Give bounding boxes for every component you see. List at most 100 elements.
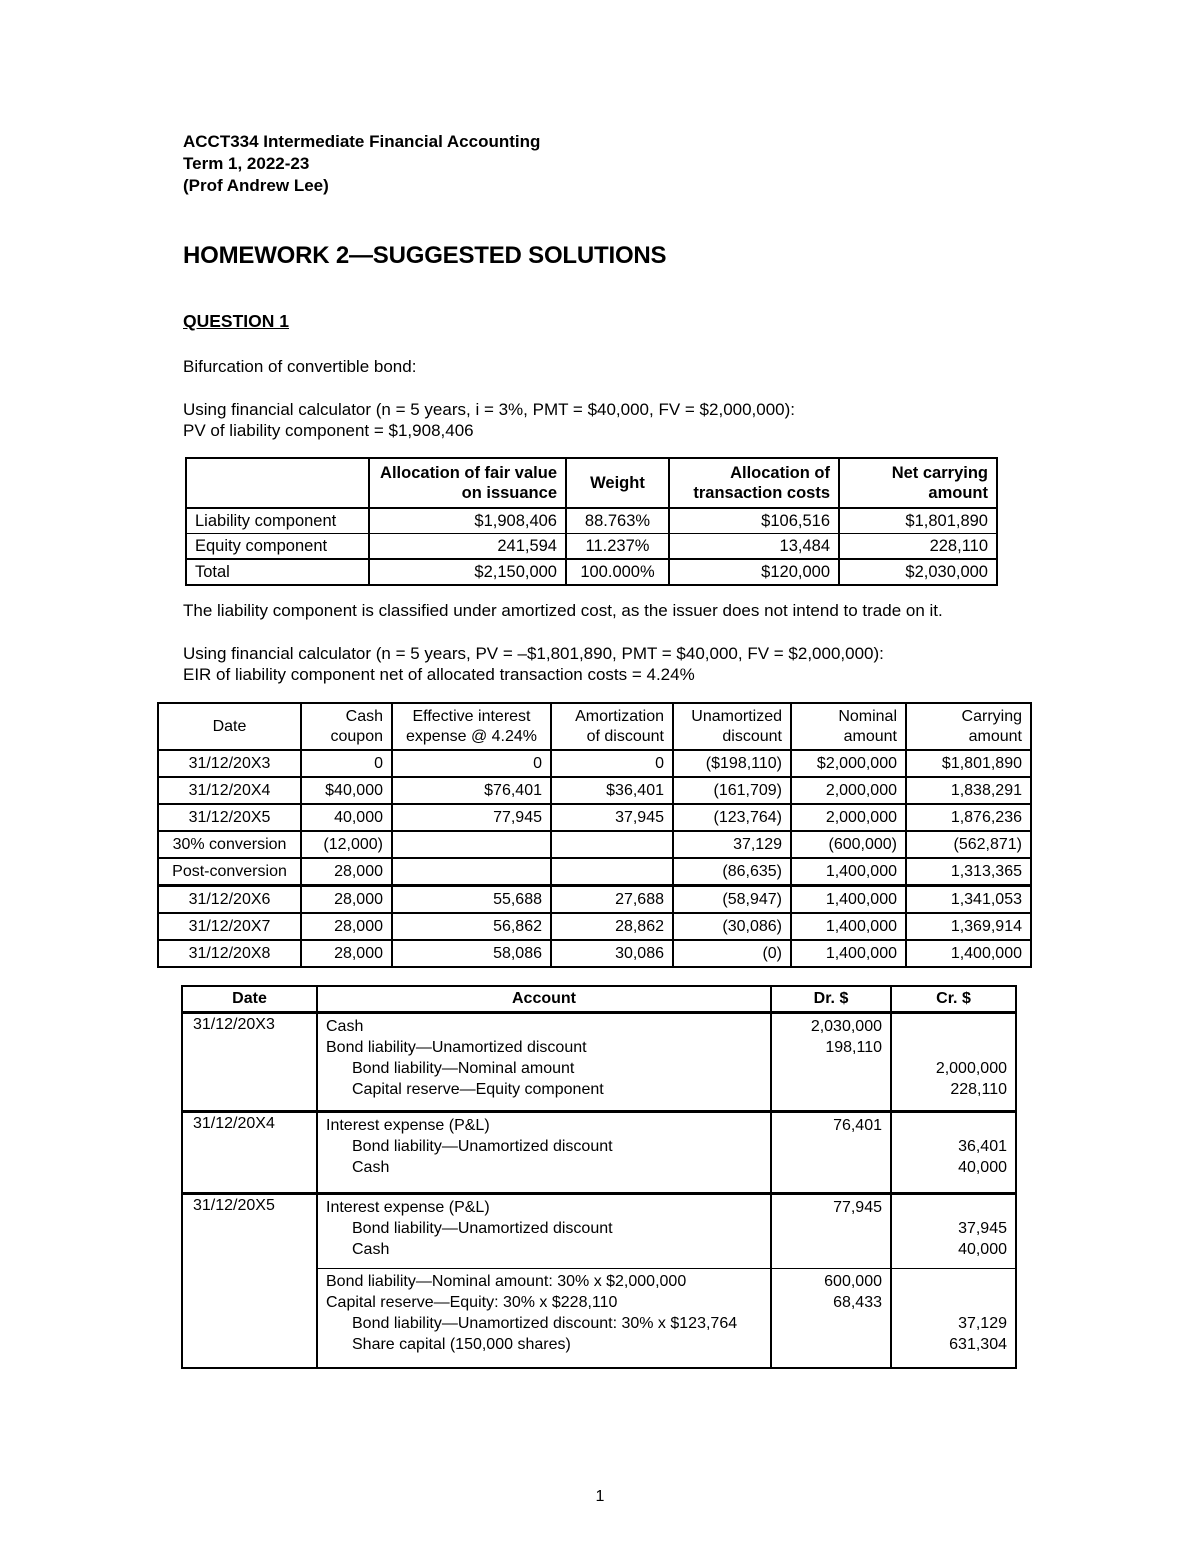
carrying-cell: 1,313,365 [905,858,1031,886]
credit-amount [900,1271,1007,1292]
date-cell: Post-conversion [157,858,301,886]
amortization-cell: 30,086 [550,940,673,967]
journal-header-account: Account [316,986,771,1013]
account-line: Bond liability—Nominal amount: 30% x $2,… [326,1273,687,1290]
calculation-1: Using financial calculator (n = 5 years,… [183,399,795,441]
amortization-row-conversion: 30% conversion (12,000) 37,129 (600,000)… [157,831,1031,858]
amort-header-carrying: Carrying amount [905,703,1031,750]
debit-amount: 68,433 [833,1294,882,1311]
account-line: Bond liability—Unamortized discount [352,1220,613,1237]
account-line: Bond liability—Unamortized discount [326,1039,587,1056]
amortization-cell: 28,862 [550,913,673,940]
allocation-header-net-carrying: Net carrying amount [838,458,997,508]
debit-amount: 2,030,000 [810,1018,882,1035]
date-cell: 30% conversion [157,831,301,858]
homework-title: HOMEWORK 2—SUGGESTED SOLUTIONS [183,242,667,269]
transaction-costs-cell: $106,516 [668,508,839,534]
journal-entry-issuance: 31/12/20X3 Cash Bond liability—Unamortiz… [181,1012,1016,1112]
debit-amount [780,1218,882,1239]
amortization-cell: $36,401 [550,777,673,804]
nominal-cell: 1,400,000 [790,885,906,913]
journal-debit-cell: 77,945 [770,1193,891,1269]
cash-coupon-cell: 0 [300,750,392,777]
effective-interest-cell: $76,401 [391,777,551,804]
account-line: Cash [352,1159,390,1176]
transaction-costs-cell: $120,000 [668,559,839,585]
fair-value-cell: 241,594 [368,533,566,559]
journal-account-cell: Interest expense (P&L) Bond liability—Un… [316,1111,771,1194]
journal-entry-20x4-interest: 31/12/20X4 Interest expense (P&L) Bond l… [181,1111,1016,1194]
effective-interest-cell [391,831,551,858]
nominal-cell: 2,000,000 [790,804,906,831]
journal-header-date: Date [181,986,317,1013]
intro-paragraph: Bifurcation of convertible bond: [183,357,417,376]
credit-amount [900,1115,1007,1136]
course-title: ACCT334 Intermediate Financial Accountin… [183,132,541,151]
credit-amount: 37,129 [958,1315,1007,1332]
cash-coupon-cell: (12,000) [300,831,392,858]
account-line: Bond liability—Nominal amount [352,1060,575,1077]
journal-entry-conversion: Bond liability—Nominal amount: 30% x $2,… [182,1268,1016,1368]
amortization-row: 31/12/20X5 40,000 77,945 37,945 (123,764… [157,804,1031,831]
nominal-cell: 1,400,000 [790,913,906,940]
carrying-cell: 1,369,914 [905,913,1031,940]
journal-credit-cell: 2,000,000 228,110 [890,1012,1016,1112]
credit-amount: 40,000 [958,1159,1007,1176]
journal-account-cell: Cash Bond liability—Unamortized discount… [316,1012,771,1112]
journal-debit-cell: 2,030,000 198,110 [770,1012,891,1112]
credit-amount [900,1037,1007,1058]
journal-entry-20x5-interest: 31/12/20X5 Interest expense (P&L) Bond l… [181,1193,1016,1368]
amort-header-effective-interest: Effective interest expense @ 4.24% [391,703,551,750]
journal-credit-cell: 37,129 631,304 [890,1268,1016,1368]
account-line: Cash [326,1018,364,1035]
calc1-result-line: PV of liability component = $1,908,406 [183,421,474,440]
credit-amount: 631,304 [949,1336,1007,1353]
course-header-block: ACCT334 Intermediate Financial Accountin… [183,131,540,197]
calculation-2: Using financial calculator (n = 5 years,… [183,643,884,685]
effective-interest-cell [391,858,551,886]
effective-interest-cell: 56,862 [391,913,551,940]
row-label: Equity component [185,533,369,559]
debit-amount [780,1058,882,1079]
nominal-cell: 1,400,000 [790,940,906,967]
term-line: Term 1, 2022-23 [183,154,310,173]
credit-amount [900,1197,1007,1218]
credit-amount [900,1016,1007,1037]
weight-cell: 88.763% [565,508,669,534]
amortization-row: 31/12/20X3 0 0 0 ($198,110) $2,000,000 $… [157,750,1031,777]
amortization-cell [550,858,673,886]
transaction-costs-cell: 13,484 [668,533,839,559]
unamortized-cell: (123,764) [672,804,791,831]
amortization-cell [550,831,673,858]
allocation-header-weight: Weight [565,458,669,508]
journal-account-cell: Interest expense (P&L) Bond liability—Un… [316,1193,771,1269]
carrying-cell: (562,871) [905,831,1031,858]
cash-coupon-cell: 40,000 [300,804,392,831]
allocation-header-row: Allocation of fair value on issuance Wei… [185,458,997,508]
account-line: Bond liability—Unamortized discount [352,1138,613,1155]
journal-credit-cell: 37,945 40,000 [890,1193,1016,1269]
page-number: 1 [595,1488,605,1505]
cash-coupon-cell: 28,000 [300,940,392,967]
amortization-cell: 0 [550,750,673,777]
amort-header-unamortized: Unamortized discount [672,703,791,750]
debit-amount [780,1334,882,1355]
debit-amount: 600,000 [824,1273,882,1290]
unamortized-cell: 37,129 [672,831,791,858]
allocation-row-equity: Equity component 241,594 11.237% 13,484 … [185,533,997,559]
journal-date-cell: 31/12/20X5 [181,1193,317,1368]
date-cell: 31/12/20X3 [157,750,301,777]
date-cell: 31/12/20X6 [157,885,301,913]
cash-coupon-cell: 28,000 [300,885,392,913]
fair-value-cell: $2,150,000 [368,559,566,585]
amortization-cell: 37,945 [550,804,673,831]
nominal-cell: 2,000,000 [790,777,906,804]
account-line: Capital reserve—Equity component [352,1081,604,1098]
debit-amount [780,1136,882,1157]
unamortized-cell: (161,709) [672,777,791,804]
journal-entries-table: Date Account Dr. $ Cr. $ 31/12/20X3 Cash… [181,985,1017,1369]
allocation-table: Allocation of fair value on issuance Wei… [185,457,998,586]
carrying-cell: 1,341,053 [905,885,1031,913]
debit-amount [780,1313,882,1334]
effective-interest-cell: 58,086 [391,940,551,967]
